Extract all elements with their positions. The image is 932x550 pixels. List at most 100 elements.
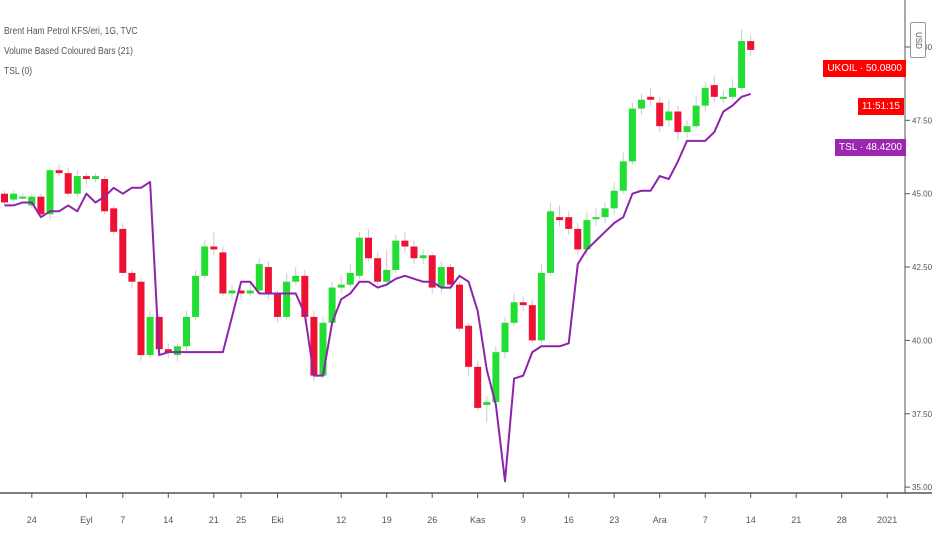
candle-body <box>474 366 482 408</box>
x-tick-label: 9 <box>521 515 526 525</box>
candle-body <box>328 287 336 323</box>
candle-body <box>446 267 454 285</box>
candle-body <box>374 258 382 282</box>
y-tick-label: 40.0000 <box>912 336 932 345</box>
tsl-line <box>4 92 752 483</box>
candle-body <box>656 102 664 127</box>
candle-body <box>310 316 318 376</box>
y-tick-label: 37.5000 <box>912 410 932 419</box>
candle-body <box>64 173 72 194</box>
candle-body <box>565 217 573 229</box>
x-tick-label: Kas <box>470 515 486 525</box>
tsl-legend[interactable]: TSL (0) <box>4 66 33 77</box>
candle-body <box>192 275 200 317</box>
candle-body <box>128 272 136 282</box>
candle-body <box>355 237 363 276</box>
x-axis[interactable]: 24 Eyl 7 14 21 25 Eki 12 19 26 Kas 9 16 23 Ara 7 14 21 28 2… <box>27 493 897 525</box>
y-tick-label: 45.0000 <box>912 190 932 199</box>
volume-bars-legend[interactable]: Volume Based Coloured Bars (21) <box>4 46 133 57</box>
candle-body <box>437 267 445 288</box>
candle-body <box>301 275 309 317</box>
candle-body <box>237 290 245 294</box>
candle-body <box>337 284 345 288</box>
candle-body <box>173 346 181 356</box>
x-tick-label: 2021 <box>877 515 897 525</box>
candle-body <box>82 176 90 180</box>
candle-body <box>110 208 118 232</box>
candle-body <box>519 302 527 306</box>
x-tick-label: 26 <box>427 515 437 525</box>
candle-body <box>255 264 263 291</box>
candle-body <box>556 217 564 221</box>
ukoil-price-tag: UKOIL · 50.0800 <box>823 60 906 77</box>
candle-body <box>710 85 718 97</box>
candle-body <box>183 316 190 347</box>
candle-body <box>410 246 418 259</box>
candle-body <box>137 281 145 356</box>
symbol-legend[interactable]: Brent Ham Petrol KFS/eri, 1G, TVC <box>4 26 138 37</box>
x-tick-label: 28 <box>837 515 847 525</box>
candle-body <box>647 96 655 100</box>
candle-body <box>246 290 254 294</box>
x-tick-label: 14 <box>746 515 756 525</box>
currency-button[interactable]: USD <box>910 22 926 58</box>
candle-body <box>465 325 473 367</box>
x-tick-label: 7 <box>703 515 708 525</box>
candle-body <box>201 246 209 276</box>
candle-body <box>537 272 545 341</box>
candle-body <box>456 284 463 329</box>
candle-body <box>346 272 354 285</box>
candle-body <box>692 105 700 127</box>
candle-body <box>392 240 400 270</box>
candle-body <box>219 252 227 294</box>
candle-body <box>228 290 236 294</box>
x-tick-label: 21 <box>209 515 219 525</box>
y-axis[interactable]: 50.000047.500045.000042.500040.000037.50… <box>905 43 932 492</box>
x-tick-label: 7 <box>120 515 125 525</box>
candle-body <box>638 99 645 109</box>
candle-body <box>729 88 736 97</box>
candle-body <box>319 322 327 376</box>
candle-body <box>46 170 54 215</box>
x-tick-label: 14 <box>163 515 173 525</box>
candle-body <box>119 228 127 273</box>
x-tick-label: 21 <box>791 515 801 525</box>
candle-body <box>428 255 436 288</box>
candle-body <box>719 96 727 99</box>
candle-body <box>492 352 500 403</box>
candle-body <box>619 161 627 191</box>
tsl-price-tag: TSL · 48.4200 <box>834 139 906 156</box>
candle-body <box>419 255 427 259</box>
candle-body <box>365 237 372 259</box>
x-tick-label: 16 <box>564 515 574 525</box>
x-tick-label: Ara <box>653 515 667 525</box>
countdown-tag: 11:51:15 <box>857 98 904 115</box>
candles-layer <box>1 29 755 423</box>
x-tick-label: 19 <box>382 515 392 525</box>
candle-body <box>528 305 536 341</box>
x-tick-label: 25 <box>236 515 246 525</box>
candle-body <box>601 208 609 218</box>
candle-body <box>583 220 591 250</box>
tsl-layer <box>4 92 752 483</box>
x-tick-label: 12 <box>336 515 346 525</box>
candle-body <box>10 193 18 200</box>
candle-body <box>610 190 618 209</box>
candle-body <box>101 179 109 212</box>
candle-body <box>264 267 272 294</box>
candle-body <box>483 402 491 405</box>
candle-body <box>37 196 45 215</box>
candle-body <box>19 196 27 199</box>
candle-body <box>28 196 36 206</box>
candle-body <box>283 281 291 317</box>
candle-body <box>155 316 163 350</box>
candle-body <box>574 228 582 250</box>
candle-body <box>292 275 300 282</box>
candle-body <box>401 240 409 247</box>
candle-body <box>146 316 154 356</box>
y-tick-label: 47.5000 <box>912 116 932 125</box>
x-tick-label: 24 <box>27 515 37 525</box>
candle-body <box>510 302 518 323</box>
y-tick-label: 35.0000 <box>912 483 932 492</box>
